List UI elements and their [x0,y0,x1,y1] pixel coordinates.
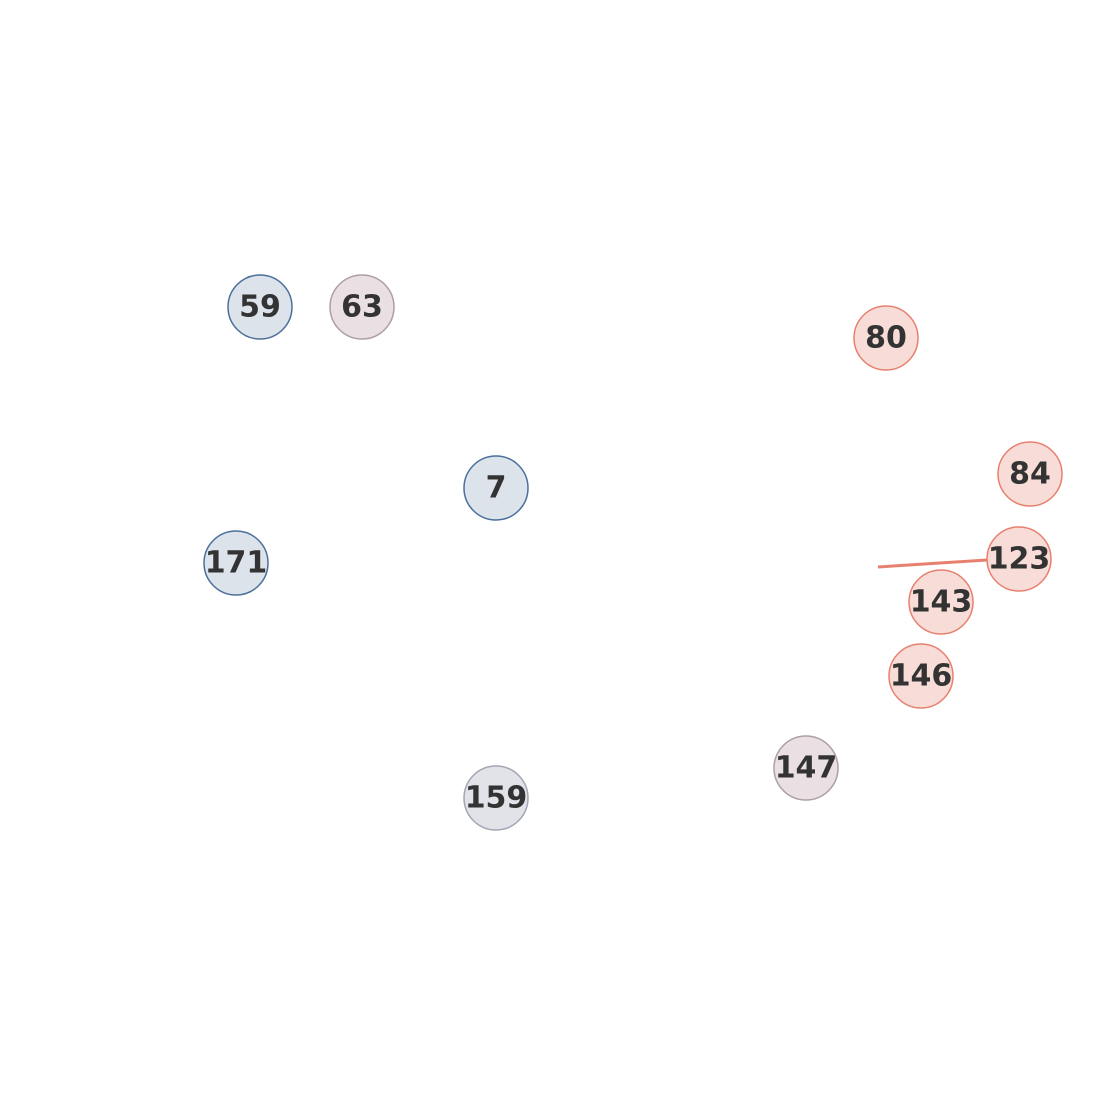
node-146-circle [888,643,954,709]
node-59-circle [227,274,293,340]
node-63-circle [329,274,395,340]
node-80-label: 80 [865,321,907,356]
node-147[interactable]: 147 [773,735,839,801]
node-171[interactable]: 171 [203,530,269,596]
node-146[interactable]: 146 [888,643,954,709]
node-80[interactable]: 80 [853,305,919,371]
node-123-circle [986,526,1052,592]
node-159[interactable]: 159 [463,765,529,831]
edge-layer [877,558,988,569]
node-159-circle [463,765,529,831]
node-123[interactable]: 123 [986,526,1052,592]
node-146-label: 146 [890,659,953,694]
node-171-circle [203,530,269,596]
node-84[interactable]: 84 [997,441,1063,507]
node-143-circle [908,569,974,635]
node-63-label: 63 [341,290,383,325]
node-159-label: 159 [465,781,528,816]
node-7[interactable]: 7 [463,455,529,521]
node-59-label: 59 [239,290,281,325]
node-59[interactable]: 59 [227,274,293,340]
node-7-label: 7 [486,471,507,506]
node-84-circle [997,441,1063,507]
node-143[interactable]: 143 [908,569,974,635]
edge-123-outgoing [877,558,988,569]
node-63[interactable]: 63 [329,274,395,340]
node-143-label: 143 [910,585,973,620]
node-147-label: 147 [775,751,838,786]
node-123-label: 123 [988,542,1051,577]
node-layer: 59 63 80 7 84 171 123 143 [203,274,1063,831]
node-84-label: 84 [1009,457,1051,492]
node-80-circle [853,305,919,371]
node-7-circle [463,455,529,521]
node-147-circle [773,735,839,801]
node-171-label: 171 [205,546,268,581]
